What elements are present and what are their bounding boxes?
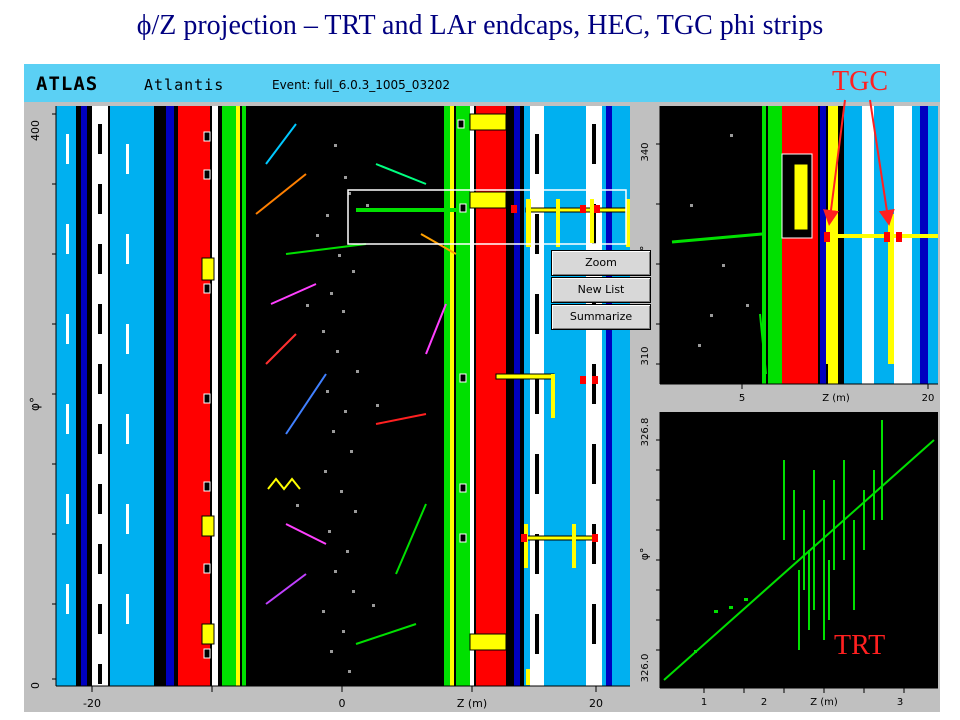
tgc-annotation-arrows xyxy=(823,99,895,226)
event-label: Event: full_6.0.3_1005_03202 xyxy=(272,78,450,92)
zoom-y-tick-top: 340 xyxy=(640,142,651,161)
main-y-tick-bottom: 0 xyxy=(29,682,42,689)
trt-x-tick-2: 2 xyxy=(761,697,767,708)
main-x-tick-1: -20 xyxy=(83,697,101,710)
zoom-button[interactable]: Zoom xyxy=(551,250,651,276)
atlas-logo: ATLAS xyxy=(36,73,99,95)
trt-x-tick-3: 3 xyxy=(897,697,903,708)
trt-y-axis-label: φ° xyxy=(638,548,651,561)
new-list-button[interactable]: New List xyxy=(551,277,651,303)
zoom-x-axis-label: Z (m) xyxy=(822,393,850,404)
zoom-y-tick-bottom: 310 xyxy=(640,346,651,365)
trt-view[interactable]: 326.8 φ° 326.0 1 2 Z (m) 3 xyxy=(634,410,940,712)
slide-title: ϕ/Z projection – TRT and LAr endcaps, HE… xyxy=(136,10,824,41)
main-y-tick-top: 400 xyxy=(29,120,42,141)
main-y-axis-label: φ° xyxy=(28,397,42,411)
app-header: ATLAS Atlantis Event: full_6.0.3_1005_03… xyxy=(24,64,940,102)
summarize-button[interactable]: Summarize xyxy=(551,304,651,330)
main-x-axis-label: Z (m) xyxy=(457,697,487,710)
main-x-tick-3: 20 xyxy=(589,697,603,710)
app-name: Atlantis xyxy=(144,76,225,94)
zoom-x-tick-1: 5 xyxy=(739,393,745,404)
trt-y-tick-bottom: 326.0 xyxy=(640,654,651,683)
trt-annotation: TRT xyxy=(834,630,886,661)
zoom-view[interactable]: 340 φ° 310 5 Z (m) 20 xyxy=(634,104,940,408)
atlantis-window: ATLAS Atlantis Event: full_6.0.3_1005_03… xyxy=(24,64,940,712)
trt-y-tick-top: 326.8 xyxy=(640,418,651,447)
main-phi-z-view[interactable]: 400 0 φ° -20 0 Z (m) 20 xyxy=(26,104,632,712)
trt-x-axis-label: Z (m) xyxy=(810,697,838,708)
tgc-annotation: TGC xyxy=(832,66,888,97)
zoom-x-tick-2: 20 xyxy=(922,393,935,404)
main-x-tick-2: 0 xyxy=(339,697,346,710)
trt-x-tick-1: 1 xyxy=(701,697,707,708)
